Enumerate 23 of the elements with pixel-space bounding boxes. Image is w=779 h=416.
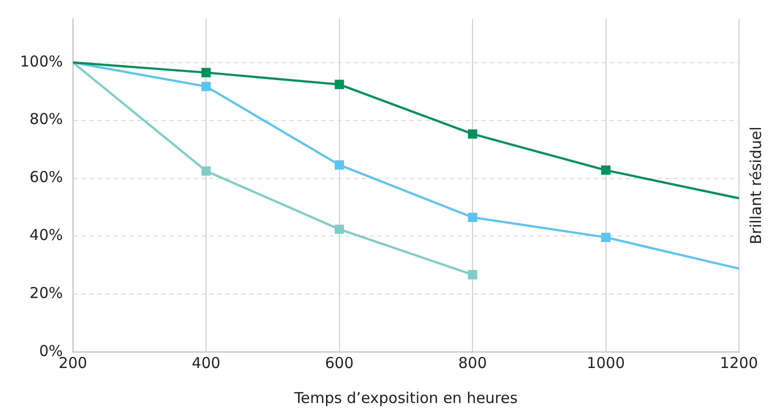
point [468,212,478,222]
point [601,166,610,175]
y-tick-label: 80% [30,110,63,128]
point [334,224,344,234]
x-tick-label: 1000 [586,354,625,372]
x-tick-label: 800 [458,354,487,372]
point [201,82,211,92]
y-tick-label: 100% [20,52,63,70]
point [334,80,344,90]
point [201,68,211,78]
point [468,270,478,280]
point [334,160,344,170]
point [468,129,478,139]
point [601,232,610,242]
x-tick-label: 400 [192,354,220,372]
x-tick-label: 600 [325,354,354,372]
y-tick-label: 60% [30,168,63,186]
x-axis-title: Temps d’exposition en heures [293,388,518,407]
point [201,166,211,176]
x-tick-label: 1200 [720,354,758,372]
y-tick-label: 40% [30,226,63,244]
y-axis-title: Brillant résiduel [746,126,765,244]
y-tick-label: 20% [30,284,63,302]
